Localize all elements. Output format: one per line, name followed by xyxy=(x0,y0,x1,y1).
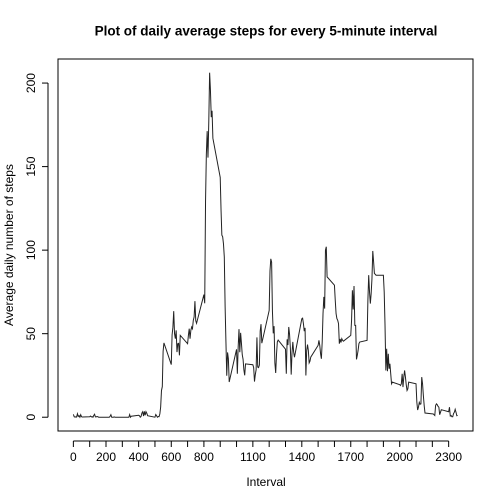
y-tick-label: 50 xyxy=(24,327,38,341)
x-tick-label: 1700 xyxy=(337,450,364,464)
x-tick-label: 400 xyxy=(129,450,149,464)
x-tick-label: 1100 xyxy=(240,450,266,464)
y-tick-label: 150 xyxy=(24,156,38,176)
data-line xyxy=(72,72,458,419)
y-tick-label: 0 xyxy=(24,414,38,421)
plot-frame xyxy=(57,58,474,432)
y-tick-label: 100 xyxy=(24,240,38,260)
x-tick-label: 800 xyxy=(194,450,214,464)
x-axis-label: Interval xyxy=(246,475,285,489)
x-tick-label: 0 xyxy=(70,450,77,464)
x-tick-label: 1400 xyxy=(288,450,315,464)
y-tick-label: 200 xyxy=(24,73,38,93)
chart-title: Plot of daily average steps for every 5-… xyxy=(95,24,438,39)
x-tick-label: 600 xyxy=(161,450,181,464)
x-tick-label: 2000 xyxy=(386,450,413,464)
x-tick-label: 2300 xyxy=(435,450,462,464)
x-tick-label: 200 xyxy=(96,450,116,464)
y-axis-label: Average daily number of steps xyxy=(2,164,16,326)
